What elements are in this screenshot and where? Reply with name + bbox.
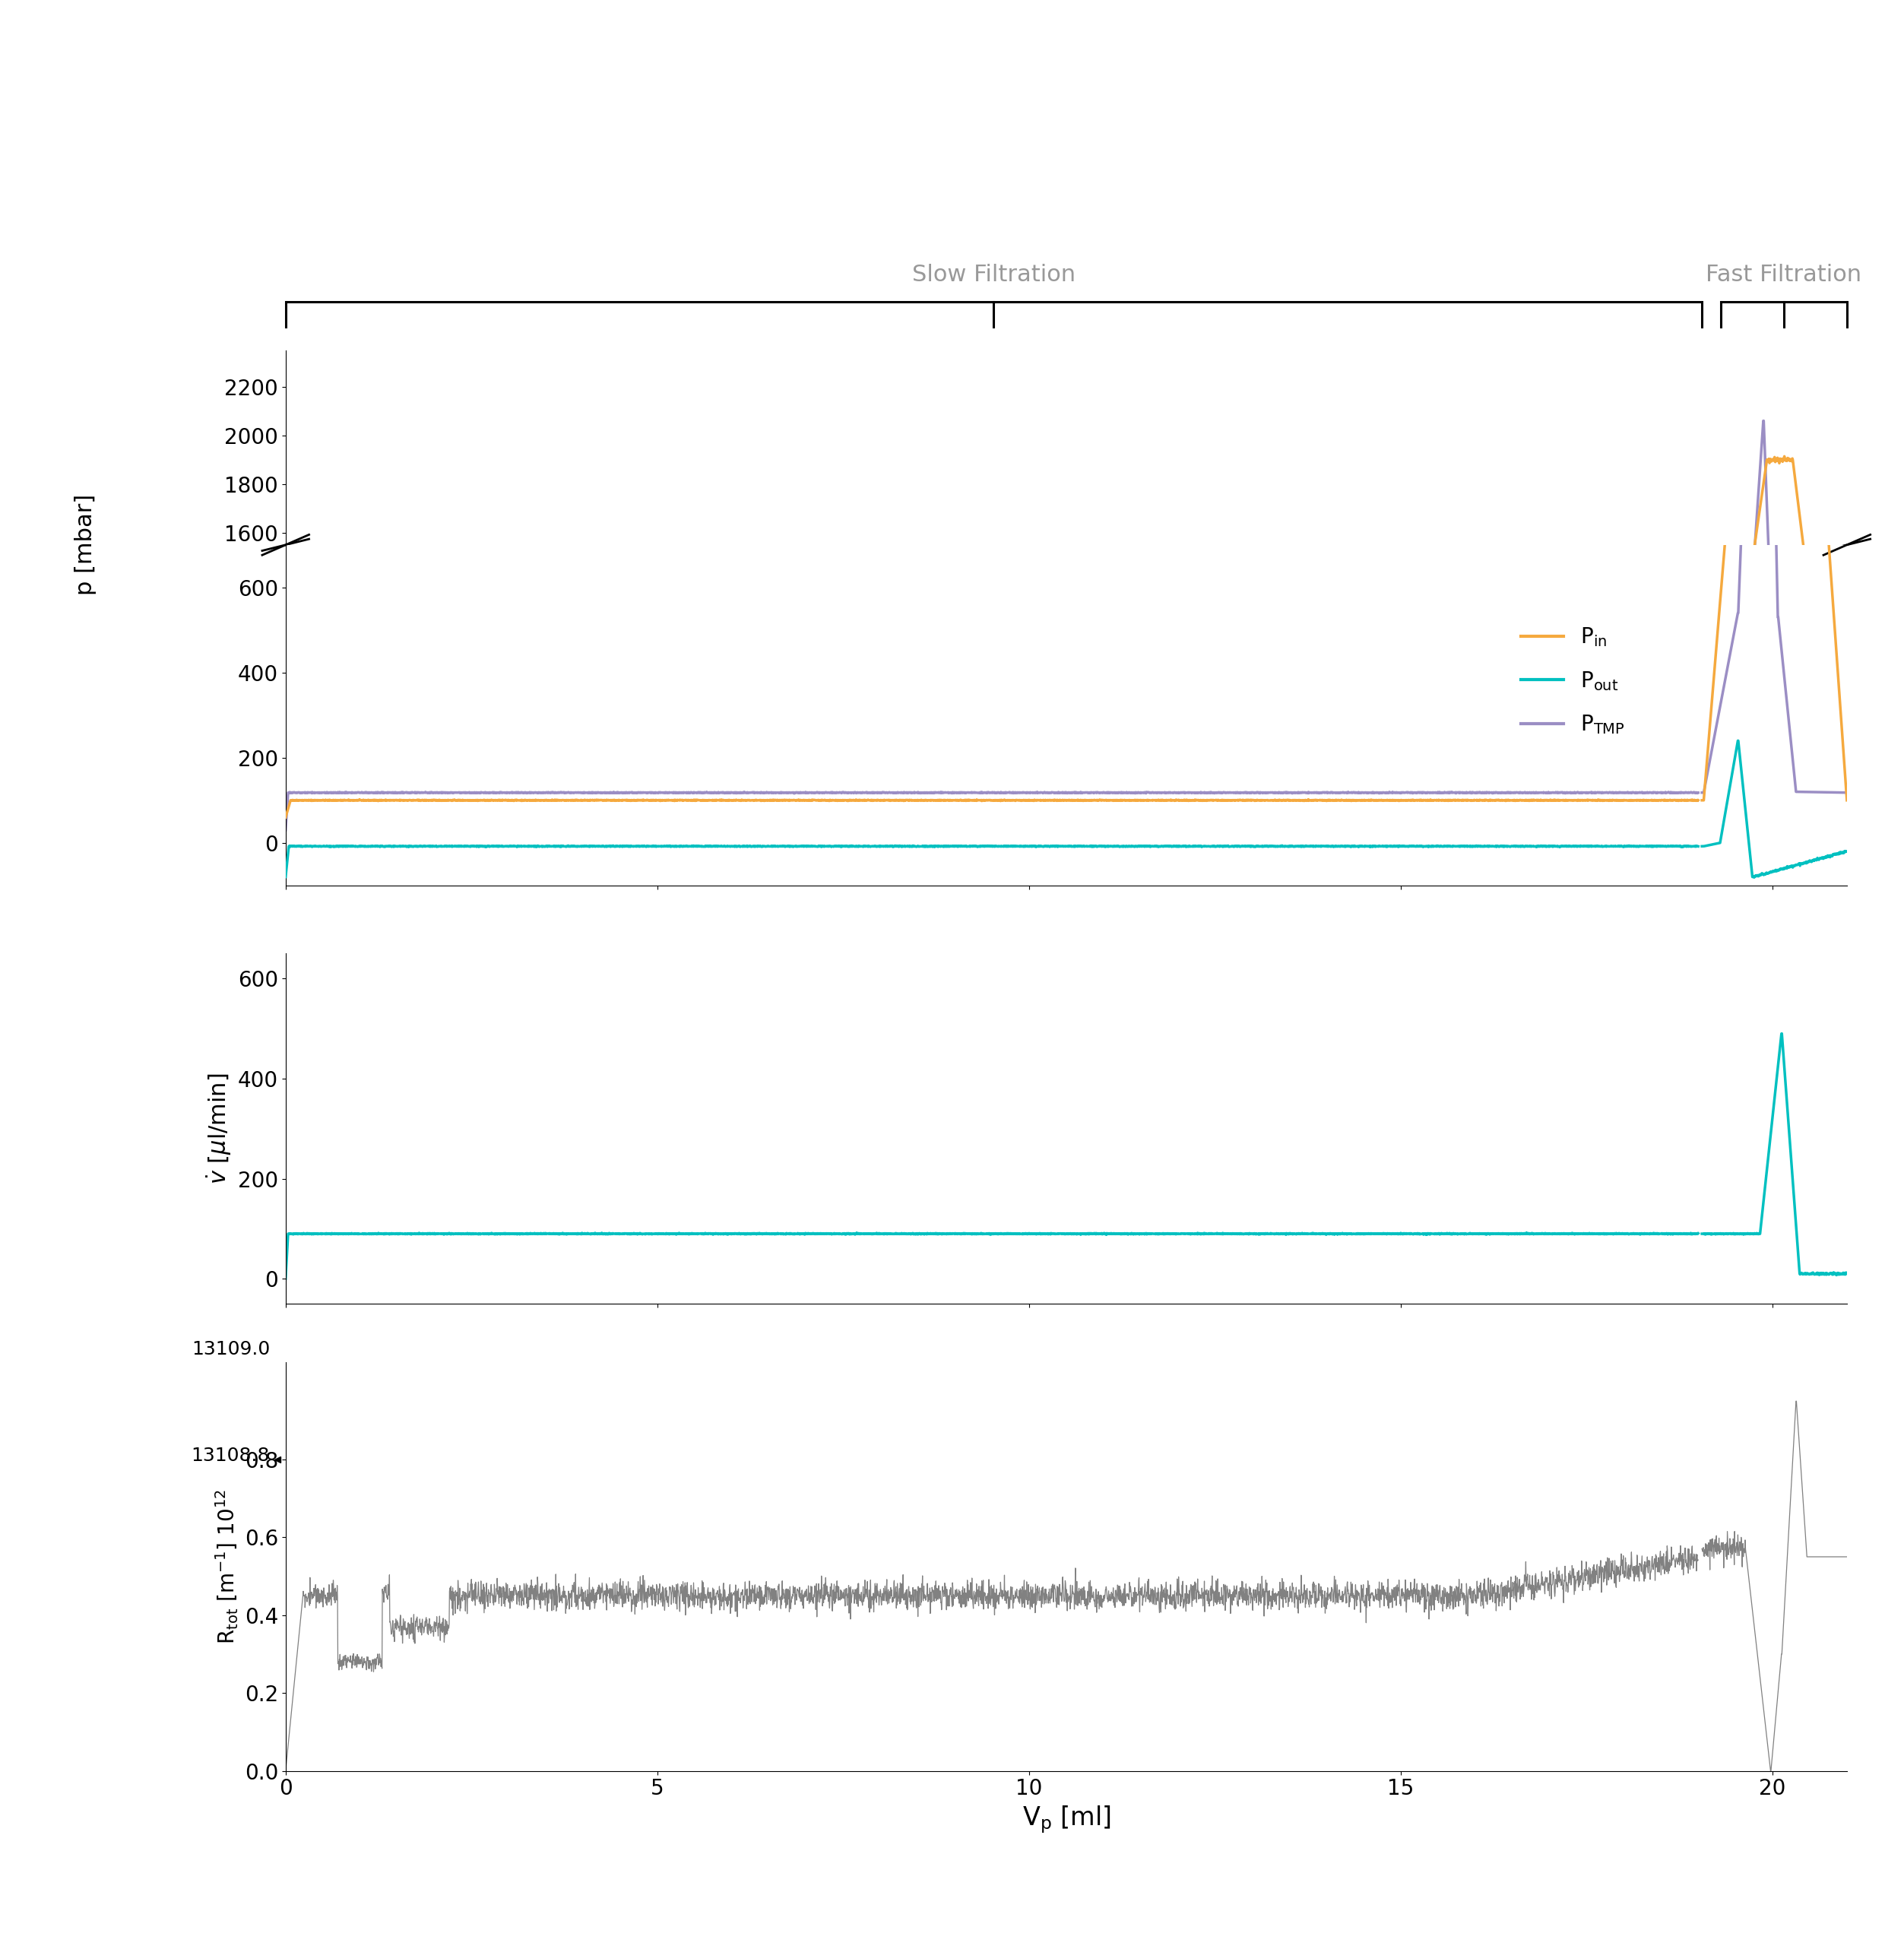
Text: 13109.0: 13109.0 [192, 1341, 270, 1358]
Legend: P$_{\mathregular{in}}$, P$_{\mathregular{out}}$, P$_{\mathregular{TMP}}$: P$_{\mathregular{in}}$, P$_{\mathregular… [1514, 617, 1634, 745]
Y-axis label: R$_{\mathregular{tot}}$ [m$^{-1}$] 10$^{12}$: R$_{\mathregular{tot}}$ [m$^{-1}$] 10$^{… [213, 1489, 240, 1644]
Text: 13108.8: 13108.8 [190, 1446, 270, 1465]
Text: p [mbar]: p [mbar] [74, 494, 97, 595]
X-axis label: V$_{\mathregular{p}}$ [ml]: V$_{\mathregular{p}}$ [ml] [1022, 1804, 1110, 1835]
Y-axis label: $\dot{v}$ [$\mu$l/min]: $\dot{v}$ [$\mu$l/min] [206, 1072, 234, 1185]
Text: Slow Filtration: Slow Filtration [912, 265, 1076, 286]
Text: Fast Filtration: Fast Filtration [1706, 265, 1862, 286]
